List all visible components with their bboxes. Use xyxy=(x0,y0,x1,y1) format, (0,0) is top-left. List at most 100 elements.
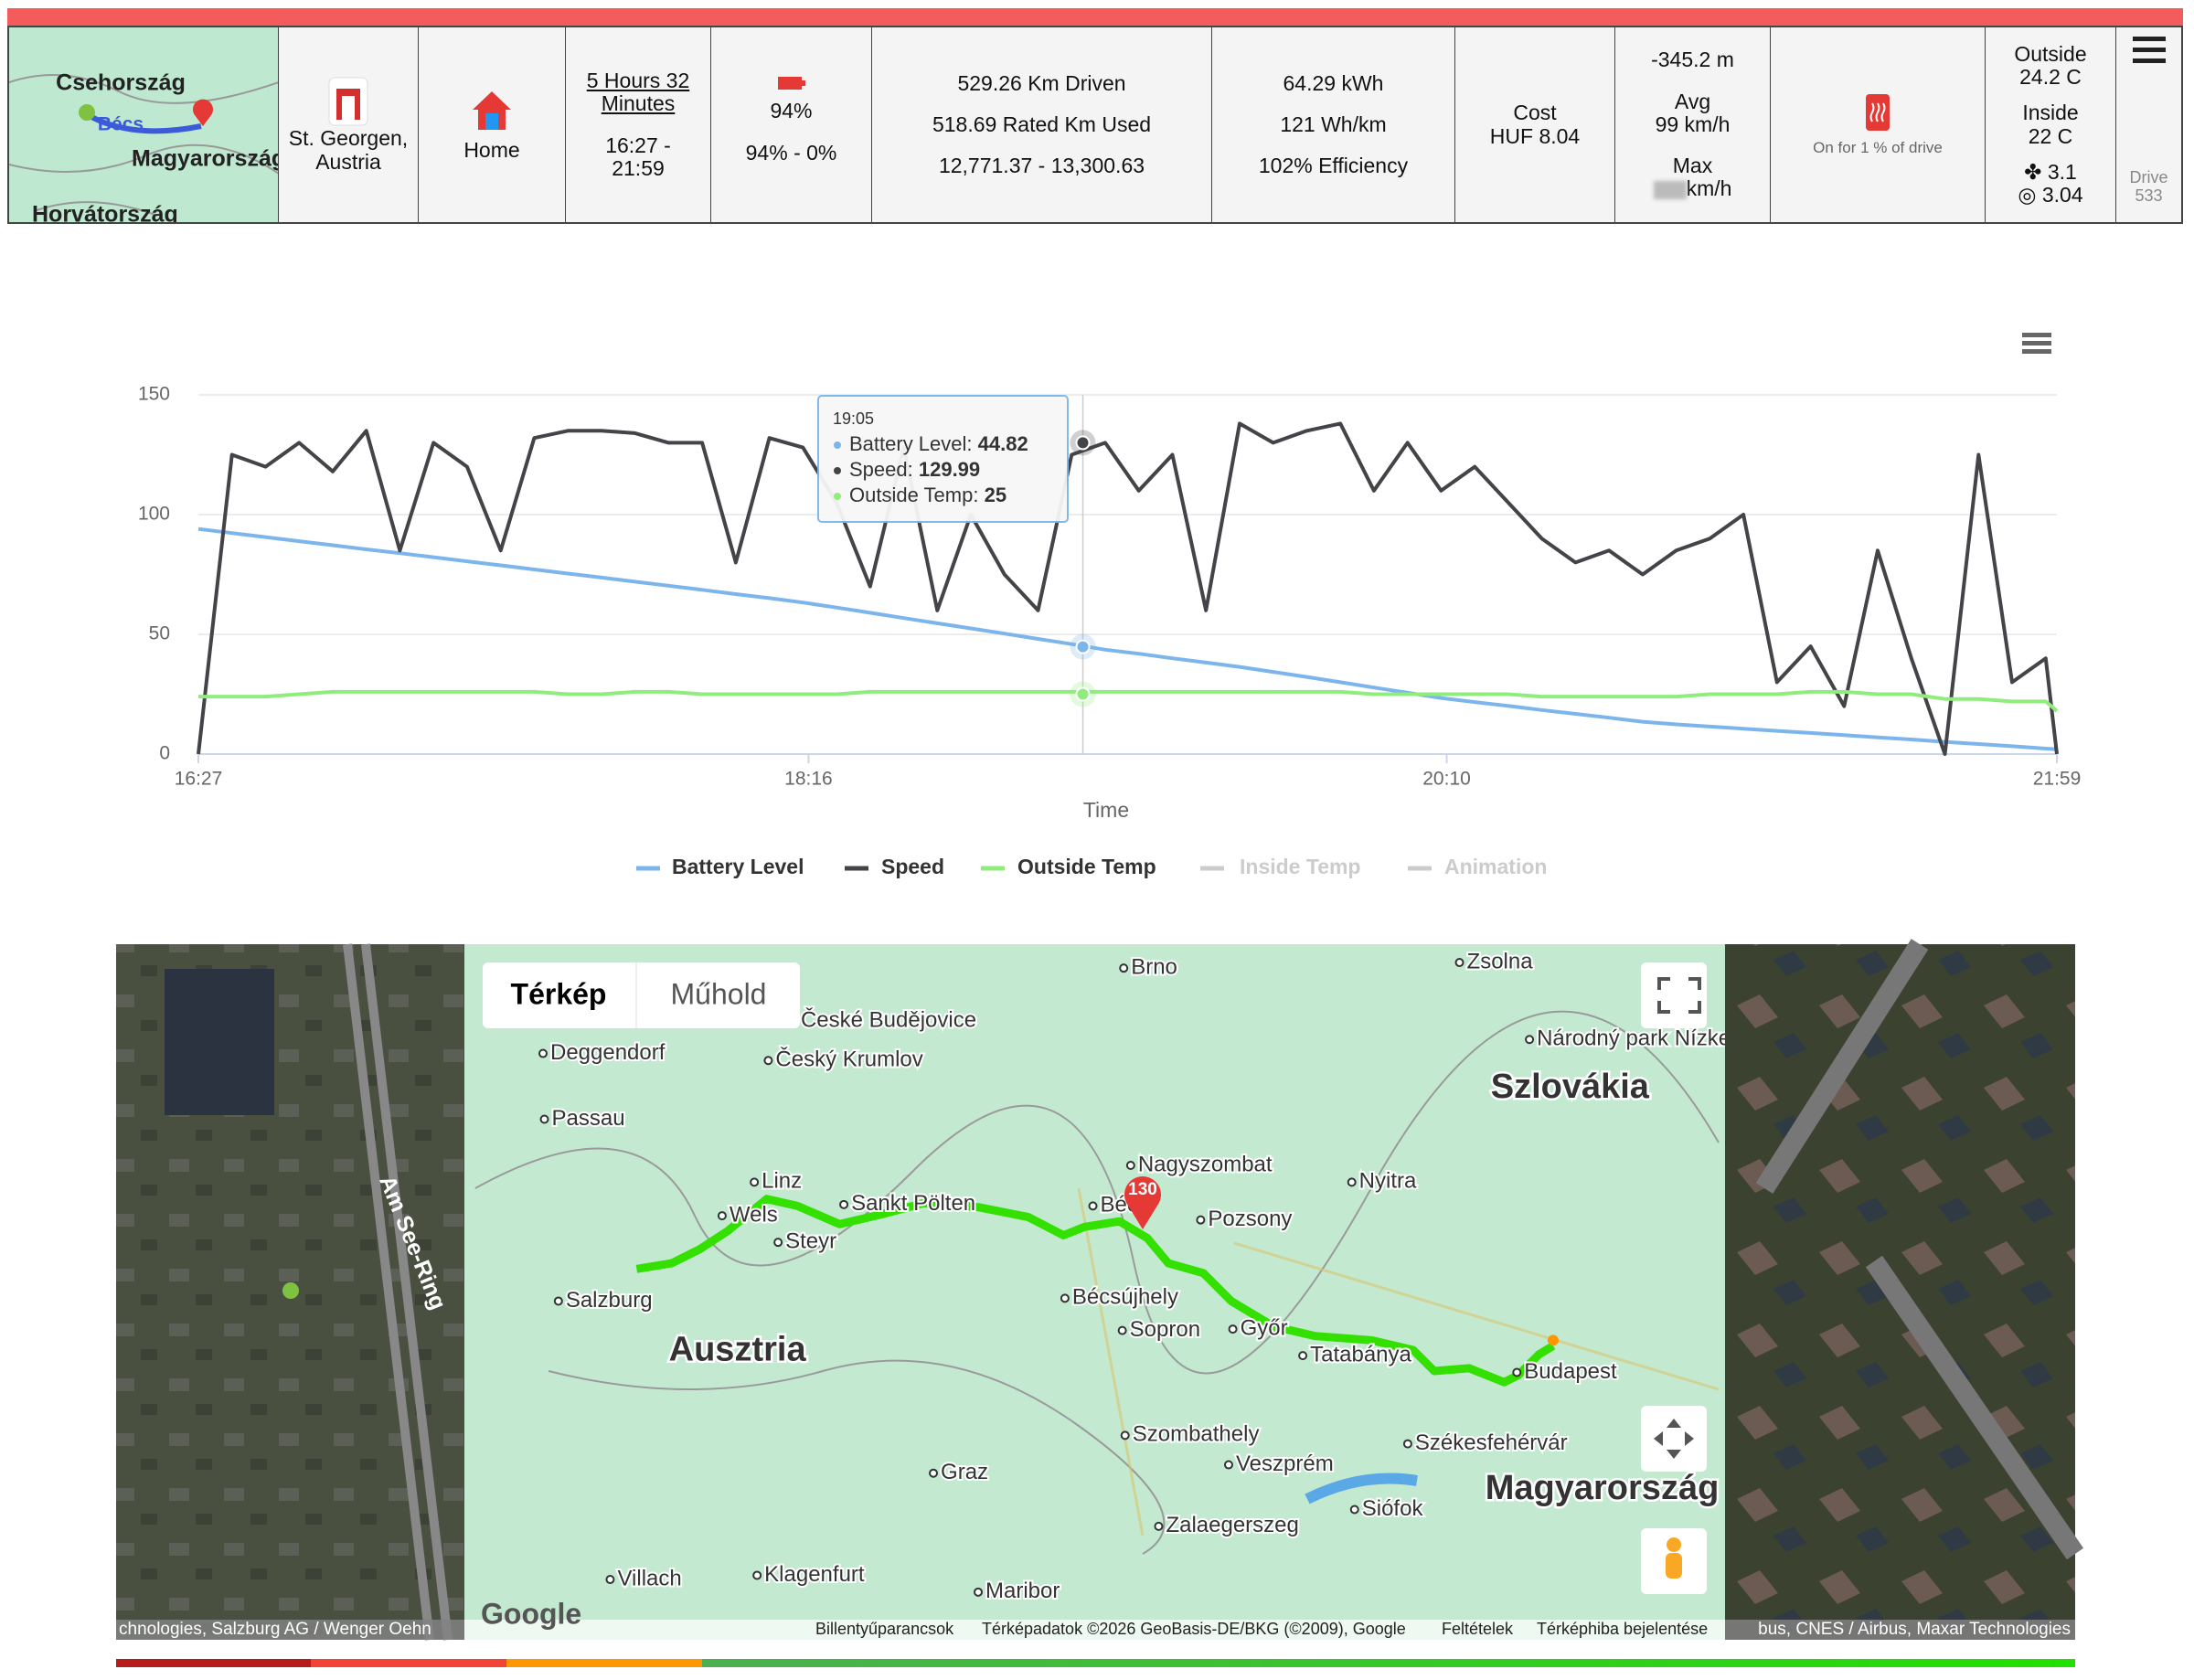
city-dot xyxy=(1512,1367,1522,1377)
x-tick-label: 21:59 xyxy=(2033,769,2082,790)
legend-item[interactable]: Speed xyxy=(845,855,944,878)
energy: 64.29 kWh xyxy=(1283,70,1384,95)
map-label: Bécs xyxy=(97,114,143,135)
city-dot xyxy=(839,1199,849,1209)
city-label: Český Krumlov xyxy=(775,1047,922,1072)
pressure-value: 3.04 xyxy=(2041,183,2083,207)
location-marker xyxy=(1124,1176,1161,1229)
satellite-tab[interactable]: Műhold xyxy=(671,977,767,1010)
legend-item[interactable]: Outside Temp xyxy=(981,855,1156,878)
city-dot xyxy=(974,1587,984,1597)
outside-temp: 24.2 C xyxy=(2019,64,2082,89)
city-label: Klagenfurt xyxy=(764,1562,865,1587)
end-pin xyxy=(1547,1334,1559,1346)
distance-cell: 529.26 Km Driven 518.69 Rated Km Used 12… xyxy=(872,27,1212,222)
tooltip-item: Battery Level: 44.82 xyxy=(849,432,1028,455)
chart-menu[interactable] xyxy=(2022,333,2051,354)
tooltip-dot xyxy=(834,493,841,500)
attribution-bar xyxy=(116,1620,2075,1640)
tooltip-label: Battery Level: xyxy=(849,432,973,455)
city-label: Budapest xyxy=(1524,1359,1617,1384)
city-dot xyxy=(1298,1351,1308,1361)
battery-range: 94% - 0% xyxy=(745,140,837,165)
heater-cell: On for 1 % of drive xyxy=(1771,27,1986,222)
map-link[interactable]: Billentyűparancsok xyxy=(815,1620,954,1638)
start-pin xyxy=(282,1282,299,1299)
city-label: Zsolna xyxy=(1467,949,1534,973)
mini-map-image: Csehország Bécs Magyarország Horvátorszá… xyxy=(9,70,278,222)
city-dot xyxy=(1154,1521,1164,1531)
consumption: 121 Wh/km xyxy=(1280,112,1387,136)
fan-value: 3.1 xyxy=(2047,159,2077,184)
city-dot xyxy=(1125,1160,1135,1170)
legend-label: Animation xyxy=(1444,855,1547,878)
left-credit: chnologies, Salzburg AG / Wenger Oehn xyxy=(119,1620,431,1639)
city-dot xyxy=(1402,1439,1412,1449)
tooltip-item: Speed: 129.99 xyxy=(849,458,980,481)
tooltip: 19:05 Battery Level: 44.82 Speed: 129.99 Ou… xyxy=(817,395,1069,523)
google-logo: Google xyxy=(481,1597,581,1630)
legend-item-hidden[interactable]: Inside Temp xyxy=(1200,855,1361,878)
fullscreen-button[interactable] xyxy=(1641,962,1707,1028)
map-data-credit: Térképadatok ©2026 GeoBasis-DE/BKG (©200… xyxy=(982,1620,1406,1638)
city-label: Székesfehérvár xyxy=(1415,1430,1568,1455)
city-label: Graz xyxy=(941,1460,988,1484)
city-label: Nagyszombat xyxy=(1138,1152,1273,1176)
heater-usage: On for 1 % of drive xyxy=(1813,139,1943,157)
city-dot xyxy=(1223,1460,1233,1470)
city-label: Salzburg xyxy=(566,1288,653,1313)
cost: HUF 8.04 xyxy=(1489,123,1581,148)
max-label: Max xyxy=(1672,154,1713,178)
map-link[interactable]: Térképhiba bejelentése xyxy=(1537,1620,1708,1638)
legend-item-hidden[interactable]: Animation xyxy=(1408,855,1547,878)
pegman[interactable] xyxy=(1641,1528,1707,1594)
chart: Time 0 50 100 150 16:27 18:16 20:10 21:59 19:05 B… xyxy=(138,333,2081,878)
start-location: St. Georgen, Austria xyxy=(279,27,419,222)
city-label: Veszprém xyxy=(1236,1451,1334,1476)
country-label: Magyarország xyxy=(1486,1469,1720,1507)
max-unit: km/h xyxy=(1686,176,1732,201)
speed-cell: -345.2 m Avg 99 km/h Max km/h xyxy=(1615,27,1771,222)
city-dot xyxy=(1088,1201,1098,1211)
start-name: St. Georgen, Austria xyxy=(288,126,409,174)
end-location: Home xyxy=(419,27,566,222)
tooltip-value: 129.99 xyxy=(919,458,980,481)
efficiency: 102% Efficiency xyxy=(1258,154,1409,178)
menu-button[interactable] xyxy=(2132,35,2166,64)
tooltip-dot xyxy=(834,467,841,474)
cost-label: Cost xyxy=(1513,101,1557,125)
legend-item[interactable]: Battery Level xyxy=(636,855,804,878)
map-tab[interactable]: Térkép xyxy=(511,977,607,1010)
map-label: Csehország xyxy=(56,70,186,96)
city-dot xyxy=(773,1238,783,1248)
city-label: Wels xyxy=(730,1202,778,1227)
avg-speed: 99 km/h xyxy=(1655,112,1731,136)
city-label: Siófok xyxy=(1362,1496,1424,1521)
mini-map[interactable]: Csehország Bécs Magyarország Horvátorszá… xyxy=(9,27,279,222)
tooltip-dot xyxy=(834,441,841,449)
city-label: Villach xyxy=(617,1566,681,1590)
avg-label: Avg xyxy=(1674,89,1711,113)
location-button[interactable] xyxy=(1641,1406,1707,1472)
climate-cell: Outside 24.2 C Inside 22 C ✤ 3.1 ◎ 3.04 xyxy=(1986,27,2116,222)
city-dot xyxy=(763,1056,773,1066)
y-tick-label: 150 xyxy=(138,384,170,405)
drive-id: Drive 533 xyxy=(2129,169,2167,206)
city-label: Sankt Pölten xyxy=(851,1191,975,1216)
energy-cell: 64.29 kWh 121 Wh/km 102% Efficiency xyxy=(1212,27,1455,222)
legend-label: Outside Temp xyxy=(1017,855,1156,878)
city-dot xyxy=(1196,1215,1206,1225)
tooltip-item: Outside Temp: 25 xyxy=(849,484,1006,506)
tooltip-label: Speed: xyxy=(849,458,913,481)
elevation: -345.2 m xyxy=(1651,48,1734,72)
city-label: Győr xyxy=(1241,1315,1288,1340)
map-link[interactable]: Feltételek xyxy=(1442,1620,1514,1638)
country-label: Ausztria xyxy=(669,1331,807,1369)
city-dot xyxy=(1347,1177,1357,1187)
city-label: Sopron xyxy=(1130,1317,1200,1342)
city-dot xyxy=(1119,963,1129,973)
city-dot xyxy=(1454,958,1464,968)
city-label: České Budějovice xyxy=(801,1007,976,1033)
duration-link[interactable]: 5 Hours 32 Minutes xyxy=(586,68,690,116)
